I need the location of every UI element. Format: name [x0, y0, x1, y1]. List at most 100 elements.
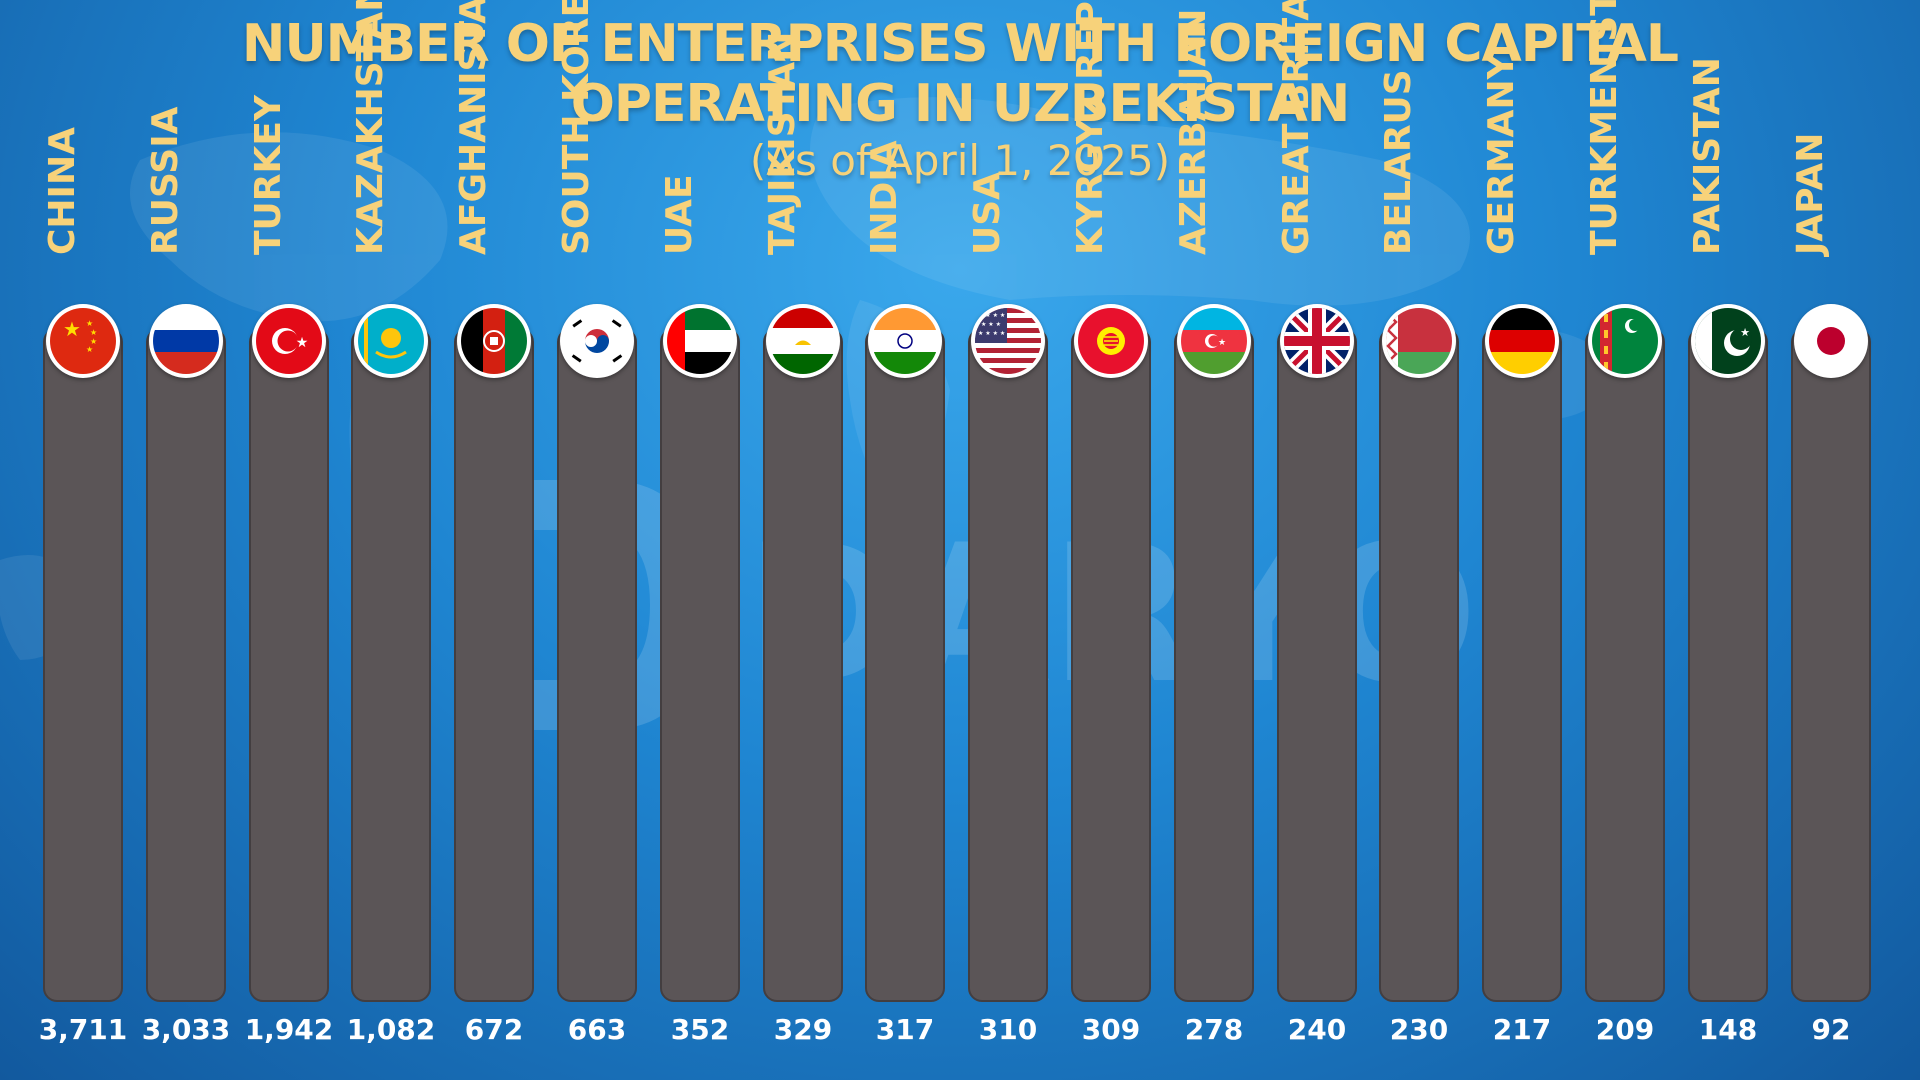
bar	[43, 328, 123, 1002]
value-label: 672	[464, 1013, 524, 1046]
value-label: 310	[978, 1013, 1038, 1046]
country-label-text: GREAT BRITAIN	[1276, 0, 1317, 255]
afghanistan-flag-icon	[461, 308, 527, 374]
title-block: NUMBER OF ENTERPRISES WITH FOREIGN CAPIT…	[0, 14, 1920, 186]
country-label: KAZAKHSTAN	[331, 0, 391, 255]
belarus-flag-icon	[1386, 308, 1452, 374]
bar	[1482, 328, 1562, 1002]
flag-badge	[1280, 304, 1354, 378]
country-label: GREAT BRITAIN	[1257, 0, 1317, 255]
pakistan-flag-icon: ★	[1695, 308, 1761, 374]
country-label-text: TURKMENISTAN	[1584, 0, 1625, 255]
chart-subtitle: (As of April 1, 2025)	[749, 136, 1171, 185]
bar	[1071, 328, 1151, 1002]
flag-badge: ★	[1691, 304, 1765, 378]
value-label: 240	[1287, 1013, 1347, 1046]
country-label-text: USA	[967, 171, 1008, 255]
russia-flag-icon	[153, 308, 219, 374]
china-flag-icon: ★ ★★★★	[50, 308, 116, 374]
country-label: TURKMENISTAN	[1565, 0, 1625, 255]
country-label-text: PAKISTAN	[1687, 57, 1728, 255]
daryo-logo-icon	[475, 480, 705, 730]
country-label-text: RUSSIA	[145, 106, 186, 255]
germany-flag-icon	[1489, 308, 1555, 374]
country-label-text: AFGHANISTAN	[453, 0, 494, 255]
bar	[1791, 328, 1871, 1002]
country-label-text: SOUTH KOREA	[556, 0, 597, 255]
bar	[660, 328, 740, 1002]
japan-flag-icon	[1798, 308, 1864, 374]
value-label: 1,082	[346, 1013, 436, 1046]
india-flag-icon	[872, 308, 938, 374]
flag-badge	[149, 304, 223, 378]
flag-badge	[457, 304, 531, 378]
country-label: PAKISTAN	[1668, 57, 1728, 255]
bar	[763, 328, 843, 1002]
flag-badge	[1382, 304, 1456, 378]
value-label: 278	[1184, 1013, 1244, 1046]
country-label: GERMANY	[1462, 53, 1522, 255]
flag-badge	[663, 304, 737, 378]
flag-badge: ★ ★ ★ ★ ★	[46, 304, 120, 378]
svg-text:★: ★	[90, 337, 97, 346]
usa-flag-icon: ★ ★ ★ ★ ★ ★ ★ ★ ★ ★ ★	[975, 308, 1041, 374]
country-label: AZERBAIJAN	[1154, 9, 1214, 255]
flag-badge	[1485, 304, 1559, 378]
svg-text:★: ★	[296, 335, 309, 351]
country-label: SOUTH KOREA	[537, 0, 597, 255]
bar	[454, 328, 534, 1002]
country-label-text: TAJIKISTAN	[762, 31, 803, 255]
country-label: UAE	[640, 174, 700, 255]
svg-text:★: ★	[86, 345, 93, 354]
value-label: 209	[1595, 1013, 1655, 1046]
country-label: USA	[948, 172, 1008, 255]
value-label: 230	[1389, 1013, 1449, 1046]
bar	[146, 328, 226, 1002]
country-label-text: BELARUS	[1378, 69, 1419, 255]
flag-badge	[560, 304, 634, 378]
country-label-text: CHINA	[42, 127, 83, 255]
country-label-text: AZERBAIJAN	[1173, 8, 1214, 255]
flag-badge	[868, 304, 942, 378]
country-label-text: GERMANY	[1481, 53, 1522, 255]
kyrgyzstan-flag-icon	[1078, 308, 1144, 374]
bar	[1174, 328, 1254, 1002]
svg-text:★ ★ ★: ★ ★ ★	[981, 321, 1001, 328]
country-label: JAPAN	[1771, 133, 1831, 255]
value-label: 317	[875, 1013, 935, 1046]
bar	[557, 328, 637, 1002]
country-label-text: KAZAKHSTAN	[350, 0, 391, 255]
uae-flag-icon	[667, 308, 733, 374]
country-label: CHINA	[23, 127, 83, 255]
country-label: TURKEY	[229, 95, 289, 255]
bar	[1277, 328, 1357, 1002]
great-britain-flag-icon	[1284, 308, 1350, 374]
svg-text:★: ★	[63, 317, 81, 341]
flag-badge	[1794, 304, 1868, 378]
turkmenistan-flag-icon	[1592, 308, 1658, 374]
bar	[249, 328, 329, 1002]
value-label: 309	[1081, 1013, 1141, 1046]
bar	[968, 328, 1048, 1002]
value-label: 1,942	[244, 1013, 334, 1046]
svg-text:★ ★ ★ ★: ★ ★ ★ ★	[978, 312, 1005, 319]
flag-badge	[1588, 304, 1662, 378]
south-korea-flag-icon	[564, 308, 630, 374]
country-label: TAJIKISTAN	[743, 32, 803, 255]
flag-badge: ★	[1177, 304, 1251, 378]
flag-badge	[766, 304, 840, 378]
country-label-text: UAE	[659, 174, 700, 255]
country-label: INDIA	[845, 140, 905, 255]
flag-badge: ★ ★ ★ ★ ★ ★ ★ ★ ★ ★ ★	[971, 304, 1045, 378]
country-label: BELARUS	[1359, 69, 1419, 255]
country-label-text: JAPAN	[1790, 132, 1831, 255]
country-label-text: KYRGYZ REPUBLIC	[1070, 0, 1111, 255]
value-label: 148	[1698, 1013, 1758, 1046]
flag-badge	[354, 304, 428, 378]
country-label: AFGHANISTAN	[434, 0, 494, 255]
chart-title-line-1: NUMBER OF ENTERPRISES WITH FOREIGN CAPIT…	[241, 14, 1679, 74]
flag-badge: ★	[252, 304, 326, 378]
svg-text:★: ★	[90, 328, 97, 337]
kazakhstan-flag-icon	[358, 308, 424, 374]
bar	[1688, 328, 1768, 1002]
